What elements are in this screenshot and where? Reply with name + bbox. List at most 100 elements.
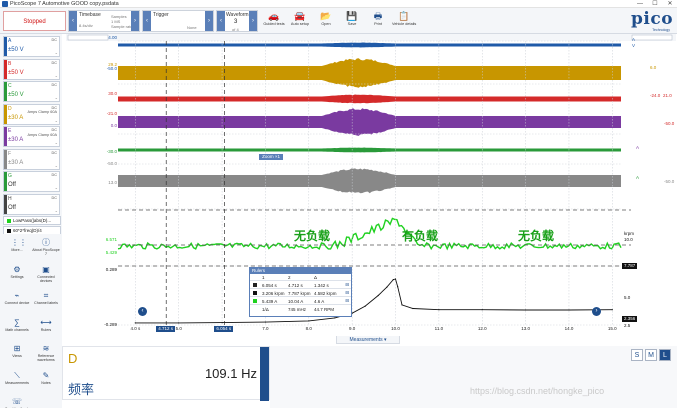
measurements-tab[interactable]: Measurements ▾ <box>336 336 400 344</box>
channel-d-card[interactable]: D ±30 A DC Amps Clamp 60A ⌄ <box>3 103 60 125</box>
timebase-decrease-button[interactable]: ‹ <box>69 11 77 31</box>
notes-button[interactable]: ✎ Notes <box>31 371 61 391</box>
channel-expand-icon[interactable]: ⌄ <box>54 207 58 213</box>
channel-range[interactable]: ±30 A <box>8 137 24 143</box>
size-medium-button[interactable]: M <box>645 349 657 361</box>
channel-labels-button[interactable]: ⌗ Channel labels <box>31 291 61 311</box>
channel-range[interactable]: ±50 V <box>8 47 24 53</box>
channel-expand-icon[interactable]: ⌄ <box>54 162 58 168</box>
trigger-next-button[interactable]: › <box>205 11 213 31</box>
channel-range-indicator-right[interactable] <box>631 34 673 41</box>
size-small-button[interactable]: S <box>631 349 643 361</box>
views-button[interactable]: ⊞ Views <box>2 344 32 364</box>
channel-coupling[interactable]: DC <box>52 83 57 88</box>
channel-coupling[interactable]: DC Amps Clamp 60A <box>27 128 57 137</box>
channel-f-card[interactable]: F ±30 A DC ⌄ <box>3 148 60 170</box>
channel-expand-icon[interactable]: ⌄ <box>54 117 58 123</box>
rpm-ruler-badge-2[interactable]: 2.356 <box>622 316 638 322</box>
measurement-scrollbar[interactable] <box>260 347 269 401</box>
minimize-icon[interactable]: — <box>637 1 643 7</box>
channel-b-card[interactable]: B ±50 V DC ⌄ <box>3 58 60 80</box>
channel-coupling[interactable]: DC <box>52 173 57 178</box>
ruler-pin-icon[interactable]: ⊟ <box>345 298 349 303</box>
channel-coupling[interactable]: DC <box>52 151 57 156</box>
left-axis-label: -21.0 <box>106 111 117 116</box>
math-channel-item[interactable]: LowPass(|abs(D)... <box>3 216 61 225</box>
ruler-table-cell: 5.439 A <box>262 298 278 304</box>
scroll-right-button[interactable]: › <box>592 307 601 316</box>
print-button[interactable]: 🖶 Print <box>366 10 390 32</box>
send-feedback-button[interactable]: ☏Send feedback <box>2 397 32 408</box>
guided-tests-button[interactable]: 🚗 Guided tests <box>262 10 286 32</box>
channel-g-card[interactable]: G Off DC ⌄ <box>3 171 60 192</box>
run-stop-button[interactable]: Stopped <box>3 11 66 31</box>
ruler-table[interactable]: Rulers 1 2 Δ 6.054 s 4.712 s 1.342 s ⊟ 3.206 krp… <box>249 267 352 317</box>
math-channels-button-label: Math channels <box>5 327 29 332</box>
about-button[interactable]: ⓘ About PicoScope 7 <box>31 238 61 258</box>
channel-expand-icon[interactable]: ⌄ <box>54 140 58 145</box>
gear-icon: ⚙ <box>13 264 21 274</box>
channel-labels-button-label: Channel labels <box>34 301 58 305</box>
vehicle-details-button[interactable]: 📋 Vehicle details <box>392 10 416 32</box>
right-axis-label: -50.0 <box>664 179 675 184</box>
ruler-table-header: 1 2 Δ <box>250 274 351 281</box>
rpm-ruler-badge[interactable]: 7.787 <box>622 263 638 269</box>
scope-svg[interactable] <box>66 34 676 334</box>
trigger-prev-button[interactable]: ‹ <box>143 11 151 31</box>
channel-range-indicator[interactable] <box>67 34 109 41</box>
channel-coupling[interactable]: DC <box>52 38 57 43</box>
rulers-button[interactable]: ⟷ Rulers <box>31 318 61 338</box>
scope-view[interactable]: 4.00 -50.0 29.2 30.0 -21.0 0.0 -30.0 -50.0 13.0 6… <box>66 34 676 334</box>
maximize-icon[interactable]: ☐ <box>652 1 658 7</box>
channel-coupling[interactable]: DC <box>52 196 57 201</box>
channel-range[interactable]: ±50 V <box>8 69 24 76</box>
channel-expand-icon[interactable]: ⌄ <box>54 50 58 55</box>
channel-coupling[interactable]: DC <box>52 61 57 66</box>
measurements-button[interactable]: ⟍ Measurements <box>2 371 32 391</box>
time-axis-label: 8.0 <box>305 326 312 331</box>
about-button-label: About PicoScope 7 <box>32 248 60 256</box>
waveform-prev-button[interactable]: ‹ <box>217 11 225 31</box>
channel-a-card[interactable]: A ±50 V DC ⌄ <box>3 36 60 57</box>
ruler-row-swatch <box>253 283 257 287</box>
ruler-pin-icon[interactable]: ⊟ <box>345 290 349 295</box>
time-ruler-badge-1[interactable]: 4.712 s <box>156 326 175 332</box>
annotation-label: 无负载 <box>518 229 555 243</box>
channel-panel: A ±50 V DC ⌄ B ±50 V DC ⌄ C ±50 V DC ⌄ D ±30 A DC Amps … <box>0 34 62 235</box>
waveform-next-button[interactable]: › <box>249 11 257 31</box>
channel-range[interactable]: ±30 A <box>8 159 24 166</box>
save-button[interactable]: 💾 Save <box>340 10 364 32</box>
channel-h-card[interactable]: H Off DC ⌄ <box>3 193 60 215</box>
scroll-left-button[interactable]: ‹ <box>138 307 147 316</box>
channel-range[interactable]: Off <box>8 204 16 211</box>
timebase-increase-button[interactable]: › <box>131 11 139 31</box>
connected-devices-button[interactable]: ▣ Connected devices <box>31 265 61 285</box>
ruler-row-swatch <box>253 299 257 303</box>
close-icon[interactable]: ✕ <box>667 1 673 7</box>
channel-expand-icon[interactable]: ⌄ <box>54 72 58 78</box>
channel-range[interactable]: ±50 V <box>8 92 24 98</box>
channel-e-card[interactable]: E ±30 A DC Amps Clamp 60A ⌄ <box>3 126 60 147</box>
channel-range[interactable]: Off <box>8 182 16 188</box>
auto-setup-button[interactable]: 🚘 Auto setup <box>288 10 312 32</box>
samples-label: Samples <box>111 14 127 19</box>
trigger-mode[interactable]: None <box>187 25 197 30</box>
size-large-button[interactable]: L <box>659 349 671 361</box>
settings-button[interactable]: ⚙ Settings <box>2 265 32 285</box>
channel-c-card[interactable]: C ±50 V DC ⌄ <box>3 81 60 102</box>
more-button[interactable]: ⋮⋮ More... <box>2 238 32 258</box>
waveform-number[interactable]: 3 <box>234 19 238 25</box>
channel-expand-icon[interactable]: ⌄ <box>54 95 58 100</box>
open-button[interactable]: 📂 Open <box>314 10 338 32</box>
channel-range[interactable]: ±30 A <box>8 114 24 121</box>
timebase-value[interactable]: 8.4s/div <box>79 23 93 28</box>
ruler-pin-icon[interactable]: ⊟ <box>345 282 349 287</box>
time-ruler-badge-2[interactable]: 6.054 s <box>214 326 234 332</box>
connect-device-button[interactable]: ⌁ Connect device <box>2 291 32 311</box>
reference-waveforms-button[interactable]: ≋ Reference waveforms <box>31 344 61 364</box>
channel-expand-icon[interactable]: ⌄ <box>54 185 58 190</box>
watermark-text: https://blog.csdn.net/hongke_pico <box>470 386 605 396</box>
channel-coupling[interactable]: DC Amps Clamp 60A <box>27 106 57 115</box>
zoom-tag[interactable]: Zoom ×1 <box>259 154 283 160</box>
math-channels-button[interactable]: ∑ Math channels <box>2 318 32 338</box>
